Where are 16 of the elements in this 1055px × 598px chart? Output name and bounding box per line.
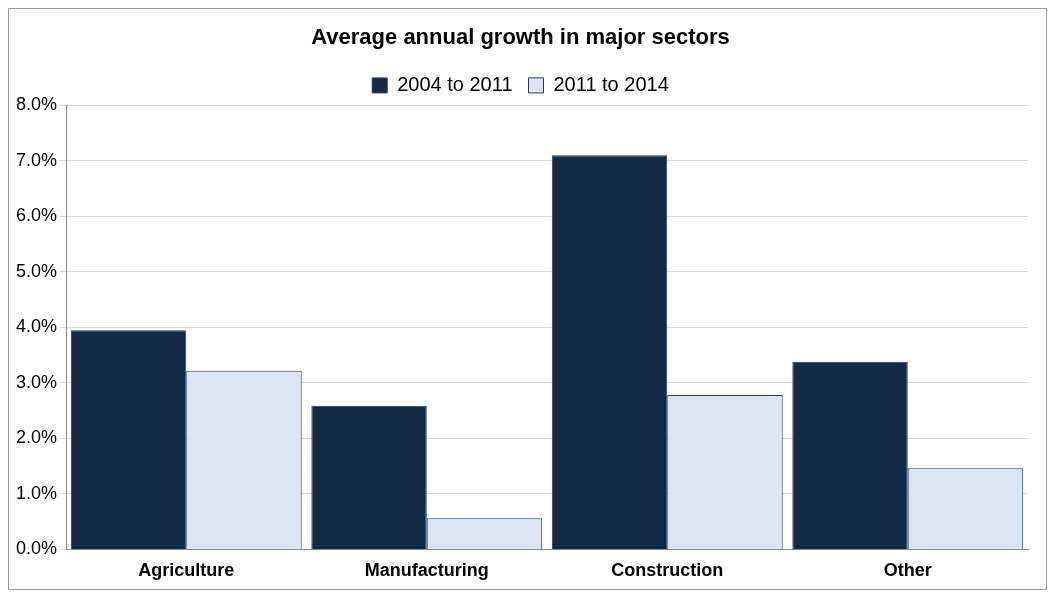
y-tick-label: 6.0% (16, 205, 58, 226)
chart-title: Average annual growth in major sectors (311, 24, 730, 50)
y-tick-label: 1.0% (16, 482, 58, 503)
x-tick-label: Other (883, 560, 932, 581)
y-tick-label: 8.0% (16, 94, 58, 115)
x-tick-label: Construction (611, 560, 724, 581)
legend-label: 2011 to 2014 (553, 72, 669, 95)
x-tick-label: Manufacturing (364, 560, 489, 581)
legend-label: 2004 to 2011 (397, 72, 513, 95)
y-tick-label: 3.0% (16, 371, 58, 392)
y-tick-label: 5.0% (16, 260, 58, 281)
y-tick-label: 7.0% (16, 149, 58, 170)
x-tick-label: Agriculture (138, 560, 235, 581)
y-tick-label: 2.0% (16, 427, 58, 448)
y-tick-label: 4.0% (16, 316, 58, 337)
y-tick-label: 0.0% (16, 538, 58, 559)
